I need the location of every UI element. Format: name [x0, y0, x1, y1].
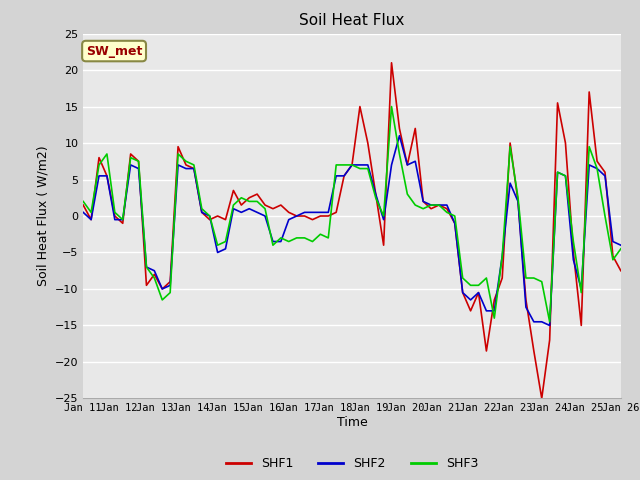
SHF3 — [617, 246, 625, 252]
SHF2 — [119, 217, 127, 223]
SHF2 — [499, 253, 506, 259]
SHF1 — [499, 275, 506, 281]
SHF1 — [119, 220, 127, 226]
SHF1 — [79, 202, 87, 208]
SHF3 — [166, 290, 174, 296]
SHF1 — [388, 60, 396, 66]
SHF3 — [546, 319, 554, 324]
SHF2 — [182, 166, 190, 171]
SHF3 — [396, 151, 403, 157]
SHF1 — [617, 268, 625, 274]
SHF2 — [388, 162, 396, 168]
SHF3 — [79, 199, 87, 204]
SHF2 — [617, 242, 625, 248]
SHF1 — [396, 126, 403, 132]
SHF1 — [538, 396, 545, 401]
SHF3 — [182, 158, 190, 164]
Legend: SHF1, SHF2, SHF3: SHF1, SHF2, SHF3 — [221, 452, 483, 475]
Text: SW_met: SW_met — [86, 45, 142, 58]
SHF3 — [388, 104, 396, 109]
SHF1 — [166, 279, 174, 285]
SHF2 — [609, 239, 617, 244]
SHF3 — [119, 217, 127, 223]
Line: SHF2: SHF2 — [83, 136, 621, 325]
SHF2 — [79, 209, 87, 215]
SHF3 — [499, 253, 506, 259]
X-axis label: Time: Time — [337, 416, 367, 429]
Line: SHF1: SHF1 — [83, 63, 621, 398]
Title: Soil Heat Flux: Soil Heat Flux — [300, 13, 404, 28]
SHF1 — [182, 162, 190, 168]
Y-axis label: Soil Heat Flux ( W/m2): Soil Heat Flux ( W/m2) — [36, 146, 49, 286]
SHF2 — [396, 133, 403, 139]
SHF3 — [609, 257, 617, 263]
SHF2 — [166, 282, 174, 288]
Line: SHF3: SHF3 — [83, 107, 621, 322]
SHF1 — [609, 253, 617, 259]
SHF2 — [546, 323, 554, 328]
